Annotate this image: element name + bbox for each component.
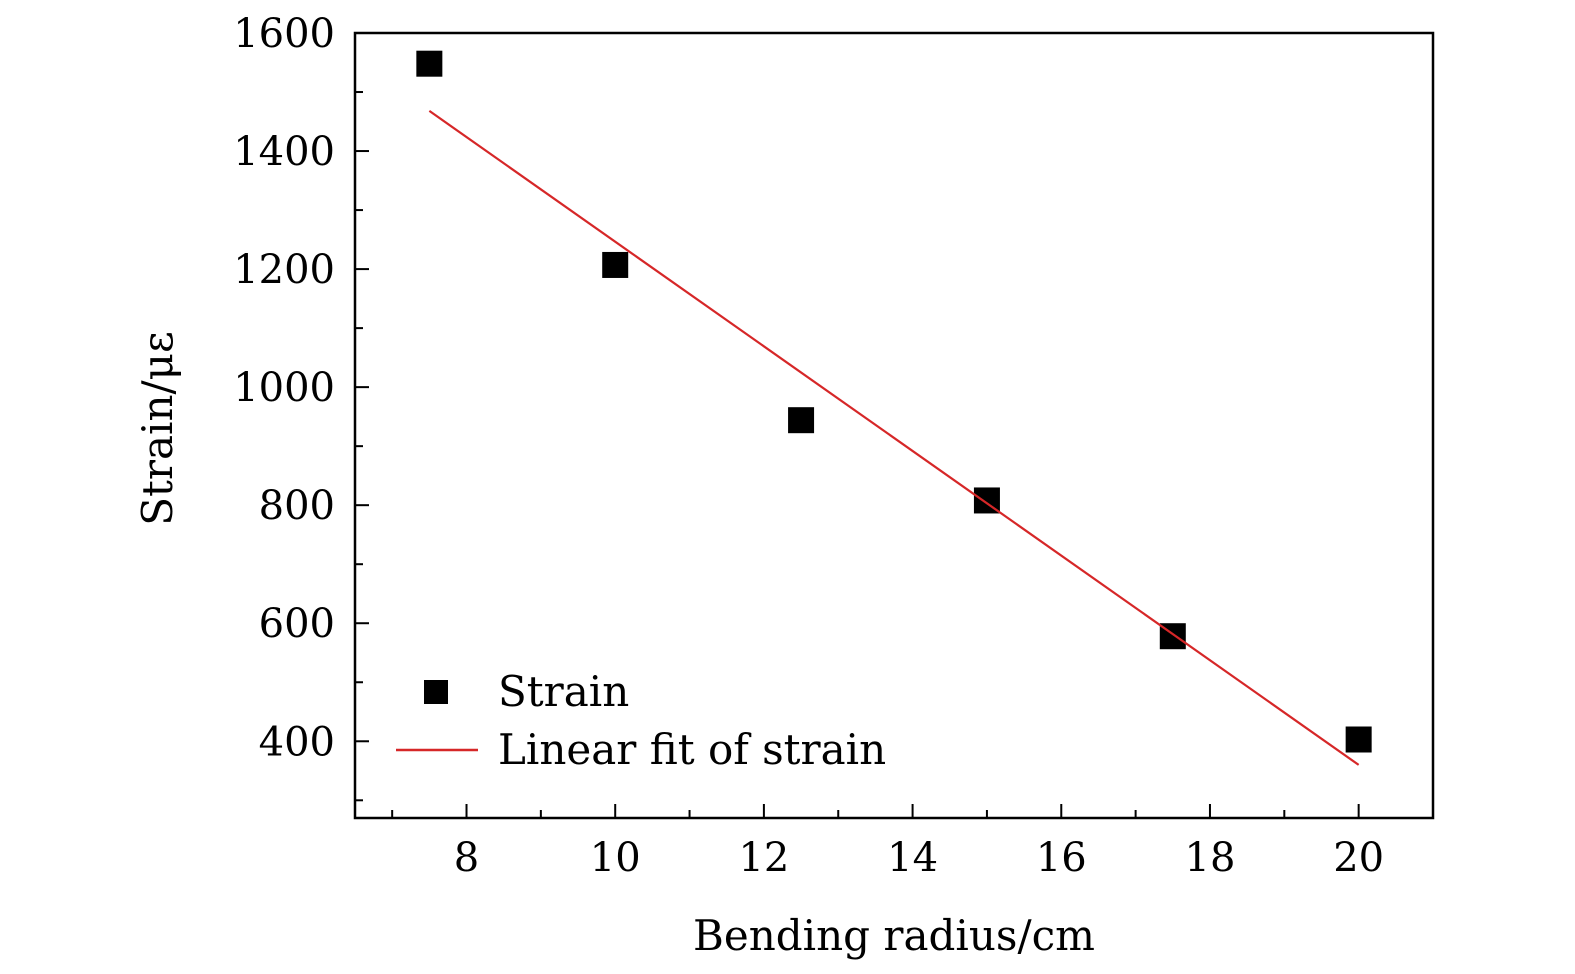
legend-label-strain: Strain	[498, 667, 629, 716]
y-tick-label: 1000	[233, 365, 335, 411]
legend: Strain Linear fit of strain	[396, 667, 886, 774]
plot-frame	[353, 31, 1435, 820]
y-axis-ticks: 400 600 800 1000 1200 1400 1600	[233, 11, 369, 802]
y-tick-label: 1400	[233, 129, 335, 175]
data-point	[788, 407, 815, 434]
x-tick-label: 10	[590, 835, 641, 881]
y-tick-label: 400	[259, 719, 335, 765]
y-tick-label: 1600	[233, 11, 335, 57]
x-tick-label: 14	[887, 835, 938, 881]
series-layer	[416, 50, 1372, 766]
x-tick-label: 20	[1333, 835, 1384, 881]
y-tick-label: 600	[259, 601, 335, 647]
legend-marker-strain	[424, 680, 448, 704]
x-tick-label: 18	[1185, 835, 1236, 881]
y-tick-label: 800	[259, 483, 335, 529]
y-axis-label: Strain/με	[133, 331, 182, 525]
y-tick-label: 1200	[233, 247, 335, 293]
x-axis-label: Bending radius/cm	[693, 911, 1095, 960]
x-tick-label: 8	[454, 835, 479, 881]
fit-line	[428, 110, 1360, 766]
data-point	[416, 50, 443, 77]
data-point	[1345, 726, 1372, 753]
data-point	[602, 251, 629, 278]
legend-label-linear-fit: Linear fit of strain	[498, 725, 886, 774]
x-tick-label: 16	[1036, 835, 1087, 881]
x-axis-ticks: 8 10 12 14 16 18 20	[391, 804, 1434, 881]
x-tick-label: 12	[738, 835, 789, 881]
